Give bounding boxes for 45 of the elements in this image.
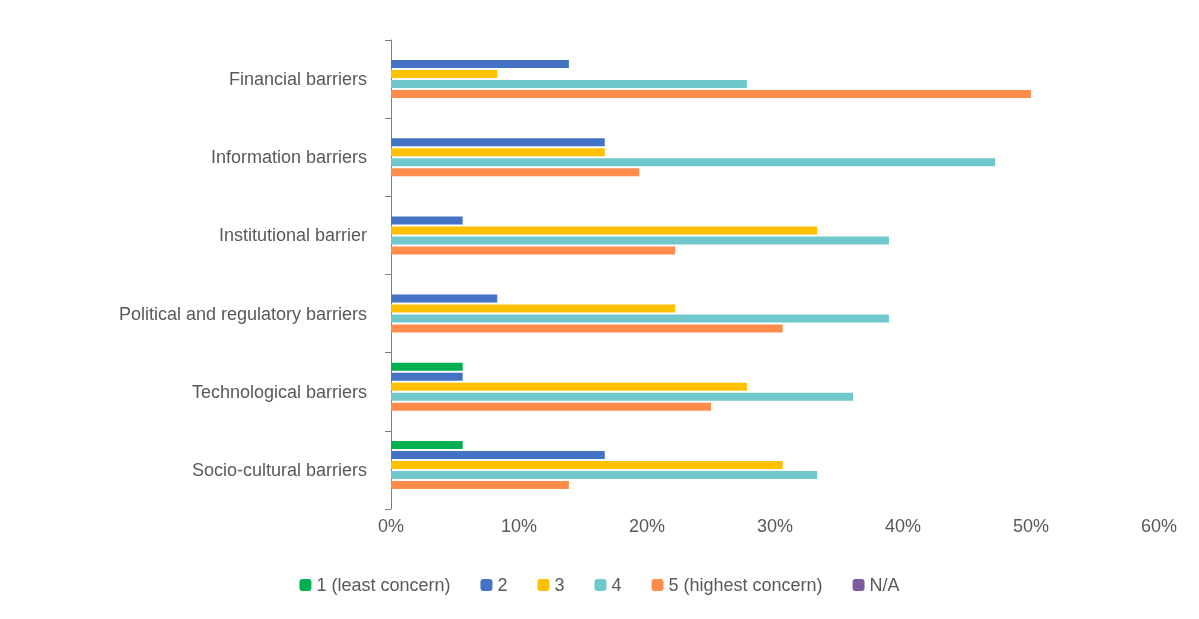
bar <box>391 158 996 167</box>
y-tick-label: Technological barriers <box>191 381 367 402</box>
bar <box>391 168 640 177</box>
x-tick-label: 50% <box>1012 516 1050 536</box>
x-tick-label: 10% <box>500 516 538 536</box>
legend-label: N/A <box>869 575 900 595</box>
bar <box>391 402 711 411</box>
bar <box>391 226 818 235</box>
bar <box>391 470 818 479</box>
y-tick-label: Information barriers <box>210 147 367 168</box>
bar <box>391 324 783 333</box>
bar <box>391 372 463 381</box>
bar <box>391 60 569 69</box>
y-tick-label: Socio-cultural barriers <box>191 459 367 480</box>
bar <box>391 314 889 323</box>
legend-label: 1 (least concern) <box>316 575 451 595</box>
bar <box>391 80 747 89</box>
bar <box>391 362 463 371</box>
bar <box>391 392 854 401</box>
bar <box>391 440 463 449</box>
bar <box>391 216 463 225</box>
legend-label: 2 <box>497 575 508 595</box>
bar <box>391 460 783 469</box>
bar <box>391 294 498 303</box>
legend-label: 4 <box>611 575 622 595</box>
y-tick-label: Political and regulatory barriers <box>118 303 367 324</box>
x-tick-label: 20% <box>628 516 666 536</box>
bar <box>391 246 676 255</box>
x-tick-label: 60% <box>1140 516 1178 536</box>
bar <box>391 148 605 157</box>
bar <box>391 382 747 391</box>
bar <box>391 138 605 147</box>
y-tick-label: Institutional barrier <box>218 225 367 246</box>
legend-label: 5 (highest concern) <box>668 575 823 595</box>
bar <box>391 236 889 245</box>
legend-label: 3 <box>554 575 565 595</box>
x-tick-label: 30% <box>756 516 794 536</box>
y-tick-label: Financial barriers <box>228 69 367 90</box>
x-tick-label: 0% <box>377 516 405 536</box>
bar <box>391 70 498 79</box>
bar <box>391 304 676 313</box>
bar <box>391 90 1031 99</box>
bar <box>391 480 569 489</box>
x-tick-label: 40% <box>884 516 922 536</box>
bar <box>391 450 605 459</box>
